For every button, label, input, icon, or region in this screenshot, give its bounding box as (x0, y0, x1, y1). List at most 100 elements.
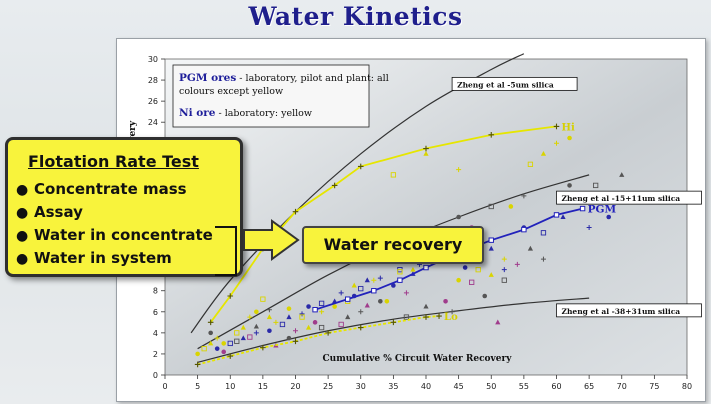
callout-title: Flotation Rate Test (28, 152, 199, 171)
scatter-point (286, 335, 292, 341)
scatter-point (540, 151, 547, 156)
series-point (312, 306, 318, 313)
flotation-callout: Flotation Rate Test ● Concentrate mass ● A… (5, 137, 243, 277)
scatter-point (214, 346, 220, 351)
x-tick-label: 65 (584, 382, 594, 391)
scatter-point (247, 334, 253, 340)
scatter-point (234, 338, 240, 344)
callout-list: ● Concentrate mass ● Assay ● Water in conce… (16, 178, 213, 270)
scatter-point (351, 282, 357, 288)
scatter-point (221, 349, 227, 355)
scatter-point (358, 309, 364, 315)
scatter-point (253, 330, 259, 336)
scatter-point (299, 311, 305, 317)
curve-label-box (451, 76, 578, 91)
callout-item: ● Assay (16, 201, 213, 224)
scatter-point (391, 283, 396, 288)
bullet-icon: ● (16, 251, 29, 267)
x-tick-label: 10 (225, 382, 235, 391)
scatter-point (247, 314, 253, 320)
svg-text:PGM ores - laboratory, pilot a: PGM ores - laboratory, pilot and plant: … (179, 72, 389, 84)
legend-ni-desc: - laboratory: yellow (215, 108, 312, 119)
chart-frame: 0510152025303540455055606570758002468101… (116, 38, 706, 402)
scatter-point (456, 167, 462, 173)
scatter-point (475, 267, 481, 273)
x-tick-label: 75 (649, 382, 659, 391)
scatter-point (240, 335, 246, 341)
scatter-point (567, 135, 572, 141)
series-point (436, 313, 442, 319)
scatter-point (403, 290, 409, 296)
series-point (488, 132, 495, 138)
curve-label: Zheng et al -5um silica (457, 80, 554, 89)
series-label: PGM (588, 204, 617, 216)
series-point (553, 212, 560, 218)
scatter-point (286, 306, 292, 311)
x-tick-label: 70 (617, 382, 627, 391)
curve-label: Zheng et al -15+11um silica (562, 194, 681, 203)
legend-box (172, 64, 370, 128)
scatter-point (384, 298, 390, 304)
series-label: Lo (444, 312, 458, 323)
scatter-point (338, 321, 344, 328)
scatter-point (560, 214, 566, 219)
scatter-point (514, 261, 520, 267)
curve-label-box (556, 303, 702, 318)
x-tick-label: 60 (551, 382, 561, 391)
series-point (325, 330, 331, 336)
scatter-point (260, 296, 266, 302)
scatter-point (306, 304, 311, 309)
y-tick-label: 6 (153, 308, 158, 317)
scatter-point (488, 272, 494, 277)
scatter-point (495, 319, 501, 325)
scatter-point (286, 314, 292, 320)
scatter-point (338, 290, 344, 296)
x-tick-label: 25 (323, 382, 333, 391)
series-point (227, 353, 234, 359)
scatter-point (567, 183, 572, 188)
series-point (345, 296, 351, 302)
x-tick-label: 40 (421, 382, 431, 391)
series-point (488, 237, 494, 243)
legend-pgm-line2: colours except yellow (179, 86, 283, 97)
series-point (292, 208, 299, 215)
y-tick-label: 4 (153, 329, 158, 338)
series-point (260, 344, 266, 351)
scatter-point (332, 304, 337, 309)
scatter-point (279, 321, 286, 328)
scatter-point (214, 335, 220, 341)
scatter-point (586, 225, 592, 231)
series-point (423, 145, 429, 152)
series-point (390, 319, 397, 326)
scatter-point (469, 279, 475, 285)
slide-title: Water Kinetics (248, 2, 463, 31)
scatter-point (456, 214, 461, 220)
x-tick-label: 45 (454, 382, 464, 391)
chart-legend: PGM ores - laboratory, pilot and plant: … (172, 64, 389, 128)
scatter-point (227, 340, 233, 347)
series-point (371, 288, 377, 294)
y-tick-label: 30 (148, 55, 158, 64)
x-tick-label: 15 (258, 382, 268, 391)
series-line (197, 315, 440, 366)
scatter-point (397, 269, 403, 275)
callout-item: ● Water in system (16, 247, 213, 270)
series-point (331, 182, 338, 189)
scatter-point (293, 328, 298, 334)
scatter-point (240, 324, 246, 330)
right-arrow-icon (243, 219, 300, 261)
y-tick-label: 2 (153, 350, 158, 359)
scatter-point (234, 330, 240, 336)
x-axis-label: Cumulative % Circuit Water Recovery (323, 354, 513, 364)
scatter-point (318, 324, 325, 331)
bullet-icon: ● (16, 182, 29, 198)
series-point (397, 277, 403, 283)
y-tick-label: 0 (153, 371, 158, 380)
bracket-icon (215, 226, 237, 276)
scatter-point (390, 172, 397, 178)
series-point (207, 319, 214, 326)
scatter-point (377, 275, 383, 281)
series-point (423, 314, 429, 320)
svg-text:Ni ore - laboratory: yellow: Ni ore - laboratory: yellow (179, 107, 312, 119)
scatter-point (266, 307, 272, 313)
